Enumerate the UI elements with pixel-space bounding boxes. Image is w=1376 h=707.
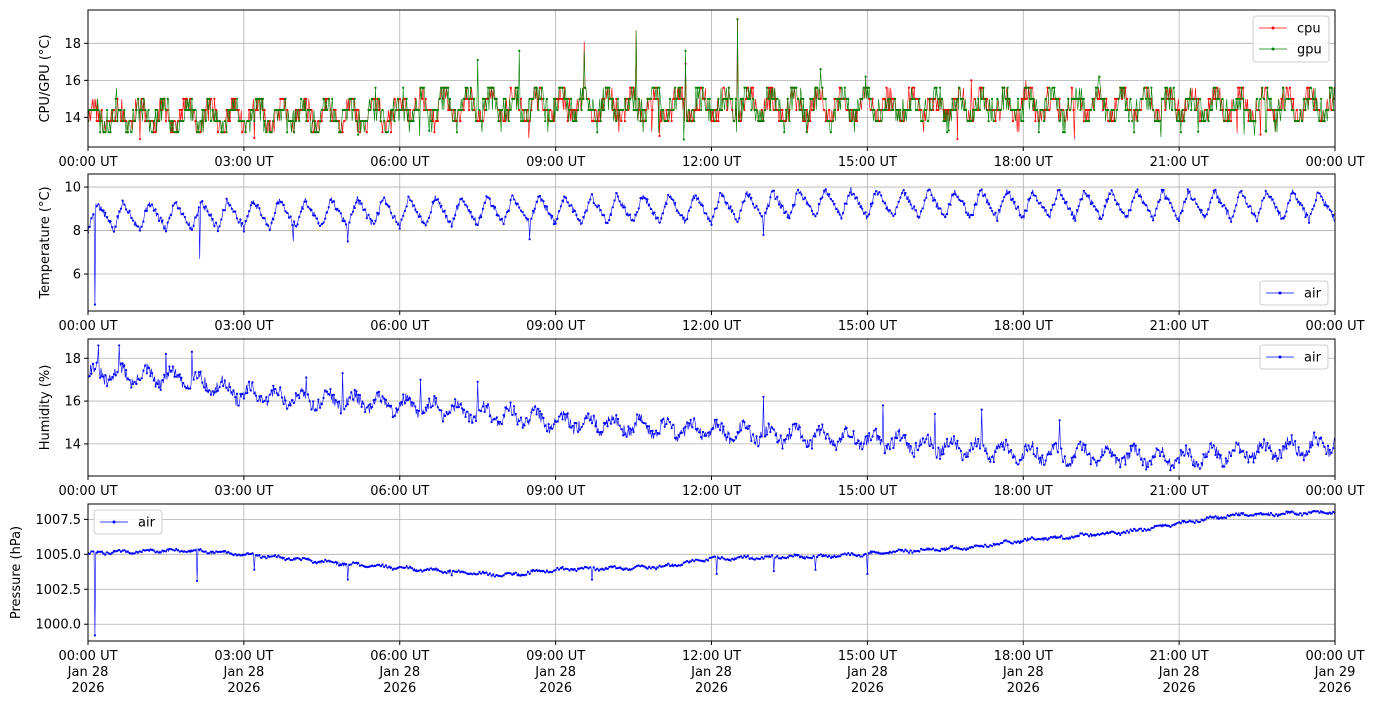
x-tick-label: 21:00 UT Jan 28 2026	[1150, 649, 1209, 696]
legend: cpu gpu	[1252, 15, 1330, 63]
series-air	[88, 344, 1335, 472]
y-tick-label: 18	[64, 37, 81, 52]
x-tick-label: 18:00 UT	[994, 484, 1053, 499]
x-tick-label: 21:00 UT	[1150, 484, 1209, 499]
panel-4: 1000.0 1002.5 1005.0 1007.5 00:00 UT Jan 28 20…	[9, 503, 1365, 696]
x-tick-label: 12:00 UT	[682, 155, 741, 170]
y-tick-label: 1007.5	[36, 513, 82, 528]
x-tick-label: 00:00 UT	[58, 484, 117, 499]
x-tick-label: 03:00 UT Jan 28 2026	[214, 649, 273, 696]
y-tick-label: 16	[64, 395, 81, 410]
y-tick-label: 8	[73, 224, 81, 239]
series-points-gpu	[88, 18, 1335, 141]
x-tick-label: 18:00 UT	[994, 155, 1053, 170]
legend-marker-air	[1278, 355, 1282, 359]
x-tick-label: 21:00 UT	[1150, 319, 1209, 334]
x-tick-label: 03:00 UT	[214, 155, 273, 170]
x-tick-label: 00:00 UT	[1305, 484, 1364, 499]
y-tick-label: 1002.5	[36, 583, 82, 598]
x-tick-label: 00:00 UT	[58, 319, 117, 334]
legend-marker-gpu	[1271, 47, 1275, 51]
x-tick-label: 09:00 UT	[526, 155, 585, 170]
y-tick-label: 14	[64, 437, 81, 452]
legend: air	[1259, 280, 1329, 306]
x-tick-label: 21:00 UT	[1150, 155, 1209, 170]
legend: air	[1259, 344, 1329, 370]
y-tick-label: 16	[64, 74, 81, 89]
x-tick-label: 00:00 UT	[58, 155, 117, 170]
legend: air	[93, 509, 163, 535]
x-tick-label: 18:00 UT Jan 28 2026	[994, 649, 1053, 696]
legend-label-air: air	[1304, 287, 1322, 302]
legend-marker-air	[112, 520, 116, 524]
x-tick-label: 00:00 UT Jan 29 2026	[1305, 649, 1364, 696]
x-tick-label: 12:00 UT	[682, 319, 741, 334]
y-axis-label: CPU/GPU (°C)	[38, 34, 53, 122]
x-tick-label: 15:00 UT	[838, 319, 897, 334]
x-tick-label: 06:00 UT	[370, 319, 429, 334]
y-tick-label: 1000.0	[36, 618, 82, 633]
x-tick-label: 09:00 UT	[526, 484, 585, 499]
x-tick-label: 12:00 UT Jan 28 2026	[682, 649, 741, 696]
series-points-air	[88, 509, 1335, 637]
panel-2: 6 8 10 00:00 UT 03:00 UT 06:00 UT 09:00 UT 12:0…	[38, 173, 1365, 334]
x-tick-label: 03:00 UT	[214, 319, 273, 334]
x-tick-label: 06:00 UT	[370, 155, 429, 170]
x-tick-label: 15:00 UT Jan 28 2026	[838, 649, 897, 696]
series-air	[88, 187, 1335, 306]
x-tick-label: 09:00 UT	[526, 319, 585, 334]
x-tick-label: 06:00 UT Jan 28 2026	[370, 649, 429, 696]
series-cpu	[88, 18, 1335, 141]
legend-label-air: air	[138, 516, 156, 531]
y-axis-label: Pressure (hPa)	[9, 526, 24, 619]
x-tick-label: 00:00 UT	[1305, 319, 1364, 334]
x-tick-label: 00:00 UT	[1305, 155, 1364, 170]
panel-1: 14 16 18 00:00 UT 03:00 UT 06:00 UT 09:00 UT 12…	[38, 9, 1365, 170]
y-tick-label: 6	[73, 268, 81, 283]
x-tick-label: 00:00 UT Jan 28 2026	[58, 649, 117, 696]
legend-marker-cpu	[1271, 26, 1275, 30]
x-tick-label: 09:00 UT Jan 28 2026	[526, 649, 585, 696]
y-tick-label: 1005.0	[36, 548, 82, 563]
x-tick-label: 06:00 UT	[370, 484, 429, 499]
y-tick-label: 14	[64, 111, 81, 126]
legend-label-air: air	[1304, 351, 1322, 366]
legend-marker-air	[1278, 291, 1282, 295]
x-tick-label: 18:00 UT	[994, 319, 1053, 334]
x-tick-label: 15:00 UT	[838, 155, 897, 170]
legend-label-cpu: cpu	[1297, 22, 1321, 37]
legend-label-gpu: gpu	[1297, 43, 1322, 58]
y-tick-label: 10	[64, 181, 81, 196]
series-gpu	[88, 18, 1335, 141]
x-tick-label: 15:00 UT	[838, 484, 897, 499]
x-tick-label: 12:00 UT	[682, 484, 741, 499]
x-tick-label: 03:00 UT	[214, 484, 273, 499]
y-tick-label: 18	[64, 352, 81, 367]
y-axis-label: Temperature (°C)	[38, 186, 53, 299]
y-axis-label: Humidity (%)	[38, 365, 53, 451]
series-air	[88, 509, 1335, 637]
panel-3: 14 16 18 00:00 UT 03:00 UT 06:00 UT 09:00 UT 12…	[38, 338, 1365, 499]
